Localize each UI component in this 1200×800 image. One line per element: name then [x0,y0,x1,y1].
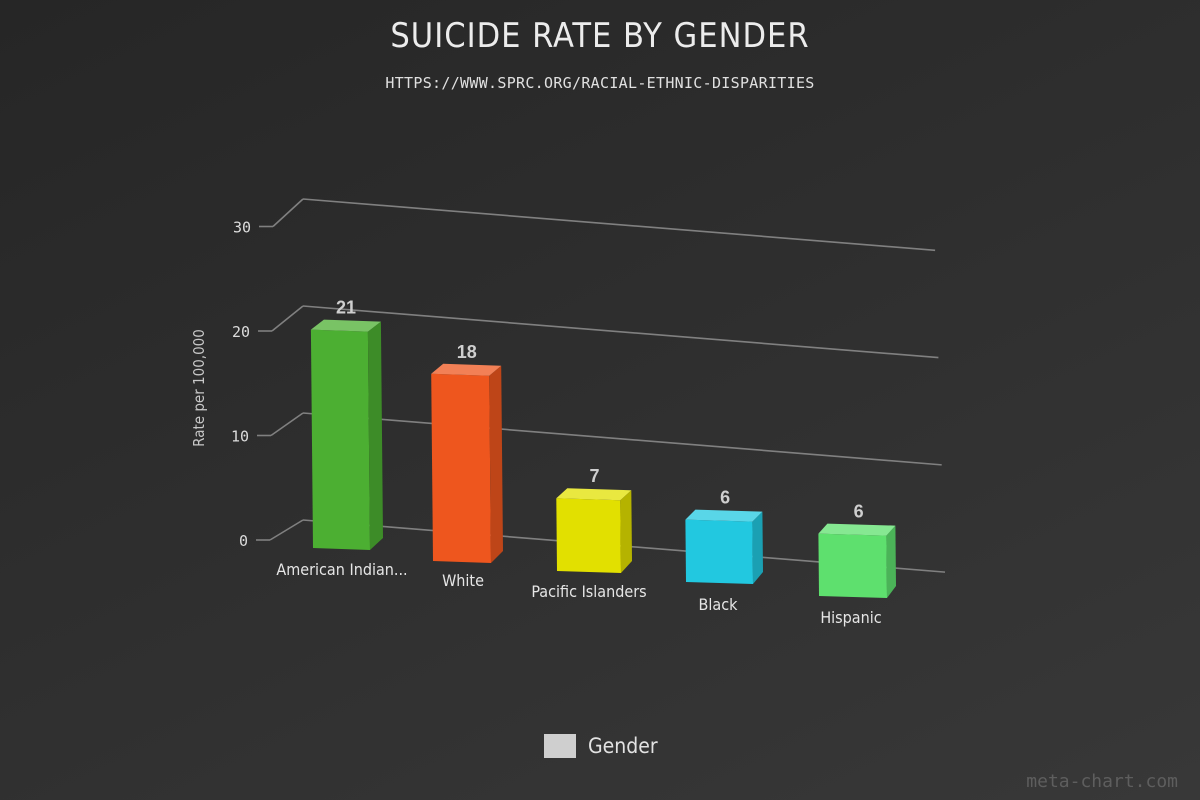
data-label: 6 [720,488,730,508]
bar [556,498,621,573]
chart-subtitle: HTTPS://WWW.SPRC.ORG/RACIAL-ETHNIC-DISPA… [385,74,815,92]
legend[interactable]: Gender [544,734,658,758]
y-tick-label: 30 [233,219,251,237]
y-tick-label: 0 [239,532,248,550]
data-label: 6 [854,502,864,522]
gridline [302,198,936,252]
gridline [302,305,939,359]
gridline-connector [272,198,304,228]
bar-top [431,363,502,376]
bar-top [556,488,632,501]
bar [310,329,370,550]
gridline-connector [270,412,304,437]
gridline [302,412,942,466]
bar-side [367,321,383,550]
y-tick-label: 20 [232,323,250,341]
legend-label: Gender [588,734,658,758]
category-label: Black [699,595,739,614]
data-label: 21 [336,298,356,318]
gridline-connector [271,305,304,332]
bar [818,533,887,598]
bar-side [886,525,896,598]
legend-swatch [544,734,576,758]
category-label: White [442,571,484,590]
y-axis-label: Rate per 100,000 [190,329,208,447]
gridline-connector [269,519,304,541]
category-label: Hispanic [820,608,881,627]
bar [685,519,753,584]
bar-side [752,511,763,584]
bar-side [620,490,632,573]
bar-side [489,365,503,563]
y-tick-label: 10 [231,428,249,446]
data-label: 18 [457,342,477,362]
chart-title: SUICIDE RATE BY GENDER [390,16,810,56]
category-label: American Indian... [276,560,407,579]
bar-top [818,523,896,536]
category-label: Pacific Islanders [531,582,646,601]
bar-top [310,319,381,332]
data-label: 7 [589,466,599,486]
bar-top [685,509,763,522]
credit-text: meta-chart.com [1026,771,1178,792]
bar [431,373,491,563]
